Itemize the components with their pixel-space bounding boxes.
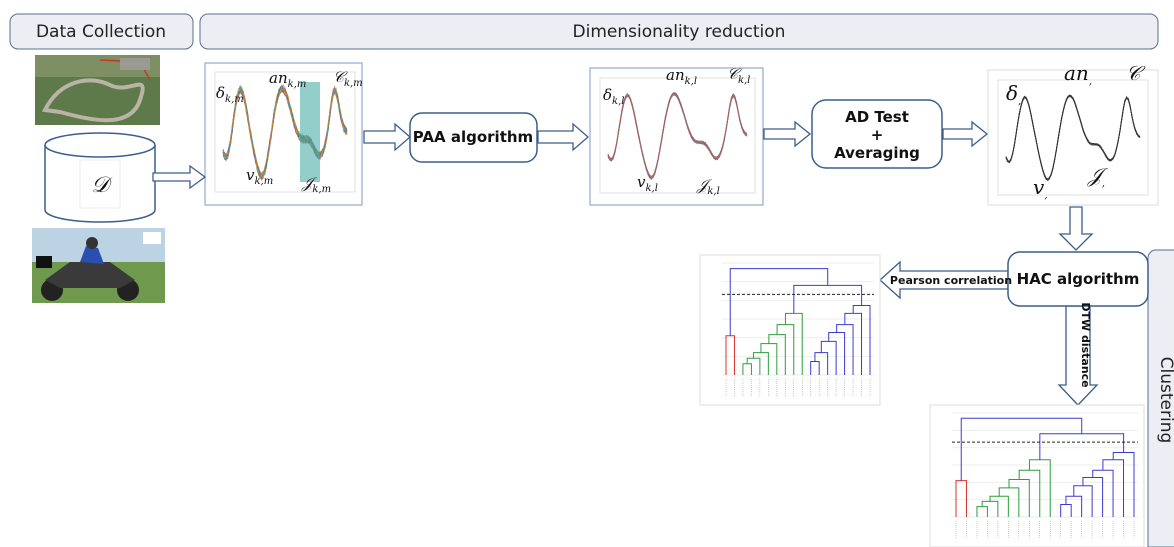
header-title: Data Collection <box>36 22 166 42</box>
math-label: an, <box>1064 61 1092 87</box>
symbol: δ <box>216 84 225 102</box>
subscript: k,l <box>645 183 657 194</box>
subscript: k,l <box>685 76 697 87</box>
subscript: , <box>1102 178 1105 189</box>
step-label: HAC algorithm <box>1017 270 1140 288</box>
subscript: , <box>1089 76 1092 87</box>
symbol: v <box>1033 175 1045 199</box>
subscript: k,m <box>254 176 273 187</box>
symbol: δ <box>1006 81 1018 105</box>
arrow <box>364 124 410 150</box>
subscript: k,m <box>225 94 244 105</box>
symbol: an <box>269 69 288 87</box>
symbol: an <box>1064 61 1089 85</box>
subscript: , <box>1044 190 1047 201</box>
dendrogram-frame <box>930 405 1144 547</box>
arrow <box>153 166 205 188</box>
arrow <box>943 122 987 146</box>
database: 𝒟 <box>45 133 155 222</box>
step-label: Averaging <box>834 144 920 162</box>
subscript: k,m <box>288 79 307 90</box>
symbol: δ <box>603 86 612 104</box>
header-title: Dimensionality reduction <box>573 22 786 42</box>
motorcycle-image <box>32 228 165 303</box>
subscript: k,m <box>344 78 363 89</box>
diagram: Data Collection Dimensionality reduction… <box>0 0 1174 547</box>
waveform-band <box>300 82 320 182</box>
symbol: an <box>666 66 685 84</box>
arrow <box>538 124 588 150</box>
subscript: k,l <box>707 186 719 197</box>
step-label: AD Test <box>845 108 909 126</box>
track-image <box>35 55 160 125</box>
subscript: k,m <box>312 184 331 195</box>
arrow <box>764 122 810 146</box>
arrow <box>1060 207 1092 250</box>
header-title: Clustering <box>1156 357 1174 444</box>
plot-panel <box>590 68 763 205</box>
subscript: k,l <box>738 75 750 86</box>
subscript: k,l <box>612 96 624 107</box>
edge-label: Pearson correlation <box>890 274 1012 287</box>
subscript: , <box>1018 96 1021 107</box>
step-label: PAA algorithm <box>413 128 533 146</box>
edge-label: DTW distance <box>1079 302 1092 387</box>
step-label: + <box>871 126 884 144</box>
